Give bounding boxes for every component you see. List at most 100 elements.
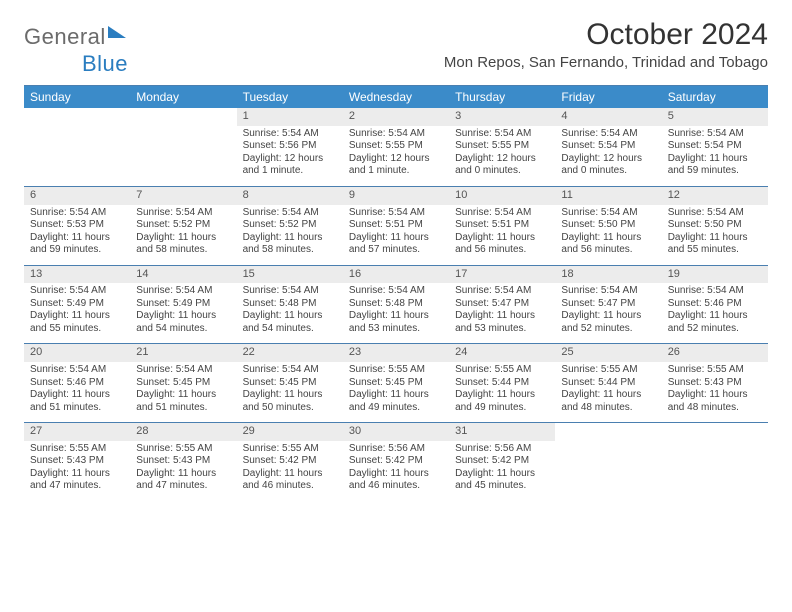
day-number: 21 xyxy=(130,344,236,362)
sunrise-text: Sunrise: 5:54 AM xyxy=(243,285,337,298)
calendar-day-cell: 22Sunrise: 5:54 AMSunset: 5:45 PMDayligh… xyxy=(237,344,343,423)
daylight-text: Daylight: 11 hours and 49 minutes. xyxy=(349,389,443,414)
sunset-text: Sunset: 5:47 PM xyxy=(561,298,655,311)
daylight-text: Daylight: 11 hours and 56 minutes. xyxy=(455,232,549,257)
daylight-text: Daylight: 11 hours and 58 minutes. xyxy=(243,232,337,257)
logo-triangle-icon xyxy=(108,26,126,38)
sunrise-text: Sunrise: 5:55 AM xyxy=(349,364,443,377)
daylight-text: Daylight: 11 hours and 46 minutes. xyxy=(243,468,337,493)
day-details: Sunrise: 5:55 AMSunset: 5:43 PMDaylight:… xyxy=(24,441,130,501)
day-details: Sunrise: 5:56 AMSunset: 5:42 PMDaylight:… xyxy=(449,441,555,501)
logo-text-general: General xyxy=(24,24,106,50)
day-number: 27 xyxy=(24,423,130,441)
sunset-text: Sunset: 5:49 PM xyxy=(136,298,230,311)
calendar-day-cell: 17Sunrise: 5:54 AMSunset: 5:47 PMDayligh… xyxy=(449,265,555,344)
weekday-header: Wednesday xyxy=(343,86,449,108)
calendar-day-cell: 19Sunrise: 5:54 AMSunset: 5:46 PMDayligh… xyxy=(662,265,768,344)
day-number: 6 xyxy=(24,187,130,205)
calendar-day-cell: 23Sunrise: 5:55 AMSunset: 5:45 PMDayligh… xyxy=(343,344,449,423)
day-details: Sunrise: 5:55 AMSunset: 5:44 PMDaylight:… xyxy=(555,362,661,422)
sunrise-text: Sunrise: 5:54 AM xyxy=(136,207,230,220)
day-number: 26 xyxy=(662,344,768,362)
calendar-day-cell: 3Sunrise: 5:54 AMSunset: 5:55 PMDaylight… xyxy=(449,108,555,186)
calendar-day-cell: 30Sunrise: 5:56 AMSunset: 5:42 PMDayligh… xyxy=(343,423,449,501)
calendar-day-cell: 28Sunrise: 5:55 AMSunset: 5:43 PMDayligh… xyxy=(130,423,236,501)
sunrise-text: Sunrise: 5:54 AM xyxy=(455,128,549,141)
calendar-day-cell: 27Sunrise: 5:55 AMSunset: 5:43 PMDayligh… xyxy=(24,423,130,501)
calendar-day-cell: 26Sunrise: 5:55 AMSunset: 5:43 PMDayligh… xyxy=(662,344,768,423)
sunset-text: Sunset: 5:42 PM xyxy=(349,455,443,468)
sunrise-text: Sunrise: 5:56 AM xyxy=(455,443,549,456)
sunrise-text: Sunrise: 5:55 AM xyxy=(668,364,762,377)
sunset-text: Sunset: 5:44 PM xyxy=(455,377,549,390)
sunrise-text: Sunrise: 5:54 AM xyxy=(561,207,655,220)
daylight-text: Daylight: 11 hours and 51 minutes. xyxy=(136,389,230,414)
day-number: 10 xyxy=(449,187,555,205)
day-details: Sunrise: 5:55 AMSunset: 5:42 PMDaylight:… xyxy=(237,441,343,501)
sunrise-text: Sunrise: 5:55 AM xyxy=(136,443,230,456)
day-details: Sunrise: 5:54 AMSunset: 5:54 PMDaylight:… xyxy=(555,126,661,186)
day-number: 28 xyxy=(130,423,236,441)
calendar-day-cell: 5Sunrise: 5:54 AMSunset: 5:54 PMDaylight… xyxy=(662,108,768,186)
day-number: 24 xyxy=(449,344,555,362)
calendar-day-cell: 29Sunrise: 5:55 AMSunset: 5:42 PMDayligh… xyxy=(237,423,343,501)
month-title: October 2024 xyxy=(444,18,768,52)
sunset-text: Sunset: 5:42 PM xyxy=(455,455,549,468)
calendar-day-cell: 24Sunrise: 5:55 AMSunset: 5:44 PMDayligh… xyxy=(449,344,555,423)
daylight-text: Daylight: 11 hours and 49 minutes. xyxy=(455,389,549,414)
calendar-day-cell xyxy=(24,108,130,186)
sunrise-text: Sunrise: 5:54 AM xyxy=(561,128,655,141)
calendar-day-cell: 18Sunrise: 5:54 AMSunset: 5:47 PMDayligh… xyxy=(555,265,661,344)
sunset-text: Sunset: 5:44 PM xyxy=(561,377,655,390)
sunset-text: Sunset: 5:52 PM xyxy=(243,219,337,232)
calendar-day-cell: 21Sunrise: 5:54 AMSunset: 5:45 PMDayligh… xyxy=(130,344,236,423)
day-number: 12 xyxy=(662,187,768,205)
calendar-day-cell: 1Sunrise: 5:54 AMSunset: 5:56 PMDaylight… xyxy=(237,108,343,186)
sunset-text: Sunset: 5:49 PM xyxy=(30,298,124,311)
daylight-text: Daylight: 11 hours and 48 minutes. xyxy=(561,389,655,414)
sunrise-text: Sunrise: 5:54 AM xyxy=(136,285,230,298)
daylight-text: Daylight: 11 hours and 45 minutes. xyxy=(455,468,549,493)
day-number: 15 xyxy=(237,266,343,284)
daylight-text: Daylight: 11 hours and 50 minutes. xyxy=(243,389,337,414)
day-number: 31 xyxy=(449,423,555,441)
sunrise-text: Sunrise: 5:54 AM xyxy=(30,364,124,377)
sunrise-text: Sunrise: 5:54 AM xyxy=(668,128,762,141)
sunset-text: Sunset: 5:50 PM xyxy=(668,219,762,232)
calendar-week-row: 27Sunrise: 5:55 AMSunset: 5:43 PMDayligh… xyxy=(24,423,768,501)
daylight-text: Daylight: 11 hours and 55 minutes. xyxy=(668,232,762,257)
weekday-header: Thursday xyxy=(449,86,555,108)
calendar-week-row: 6 Sunrise: 5:54 AM Sunset: 5:53 PM Daylight… xyxy=(24,186,768,265)
day-details: Sunrise: 5:54 AMSunset: 5:51 PMDaylight:… xyxy=(343,205,449,265)
sunset-text: Sunset: 5:46 PM xyxy=(668,298,762,311)
day-details: Sunrise: 5:54 AMSunset: 5:45 PMDaylight:… xyxy=(237,362,343,422)
sunset-text: Sunset: 5:45 PM xyxy=(349,377,443,390)
day-details: Sunrise: 5:54 AMSunset: 5:55 PMDaylight:… xyxy=(343,126,449,186)
sunrise-text: Sunrise: 5:56 AM xyxy=(349,443,443,456)
daylight-text: Daylight: 11 hours and 51 minutes. xyxy=(30,389,124,414)
calendar-day-cell: 11Sunrise: 5:54 AMSunset: 5:50 PMDayligh… xyxy=(555,186,661,265)
day-details: Sunrise: 5:55 AMSunset: 5:43 PMDaylight:… xyxy=(130,441,236,501)
calendar-day-cell: 14Sunrise: 5:54 AMSunset: 5:49 PMDayligh… xyxy=(130,265,236,344)
sunrise-text: Sunrise: 5:55 AM xyxy=(30,443,124,456)
sunset-text: Sunset: 5:48 PM xyxy=(349,298,443,311)
daylight-text: Daylight: 12 hours and 0 minutes. xyxy=(455,153,549,178)
calendar-day-cell: 13Sunrise: 5:54 AMSunset: 5:49 PMDayligh… xyxy=(24,265,130,344)
sunrise-text: Sunrise: 5:54 AM xyxy=(668,207,762,220)
calendar-day-cell: 20Sunrise: 5:54 AMSunset: 5:46 PMDayligh… xyxy=(24,344,130,423)
sunset-text: Sunset: 5:42 PM xyxy=(243,455,337,468)
daylight-text: Daylight: 11 hours and 52 minutes. xyxy=(561,310,655,335)
day-number: 7 xyxy=(130,187,236,205)
day-number: 25 xyxy=(555,344,661,362)
calendar-day-cell: 8Sunrise: 5:54 AMSunset: 5:52 PMDaylight… xyxy=(237,186,343,265)
sunrise-text: Sunrise: 5:54 AM xyxy=(561,285,655,298)
day-details: Sunrise: 5:54 AMSunset: 5:46 PMDaylight:… xyxy=(662,283,768,343)
day-number: 14 xyxy=(130,266,236,284)
day-details: Sunrise: 5:55 AMSunset: 5:45 PMDaylight:… xyxy=(343,362,449,422)
sunset-text: Sunset: 5:53 PM xyxy=(30,219,124,232)
calendar-day-cell: 31Sunrise: 5:56 AMSunset: 5:42 PMDayligh… xyxy=(449,423,555,501)
day-number: 23 xyxy=(343,344,449,362)
sunset-text: Sunset: 5:52 PM xyxy=(136,219,230,232)
daylight-text: Daylight: 11 hours and 54 minutes. xyxy=(136,310,230,335)
day-details: Sunrise: 5:54 AMSunset: 5:49 PMDaylight:… xyxy=(24,283,130,343)
